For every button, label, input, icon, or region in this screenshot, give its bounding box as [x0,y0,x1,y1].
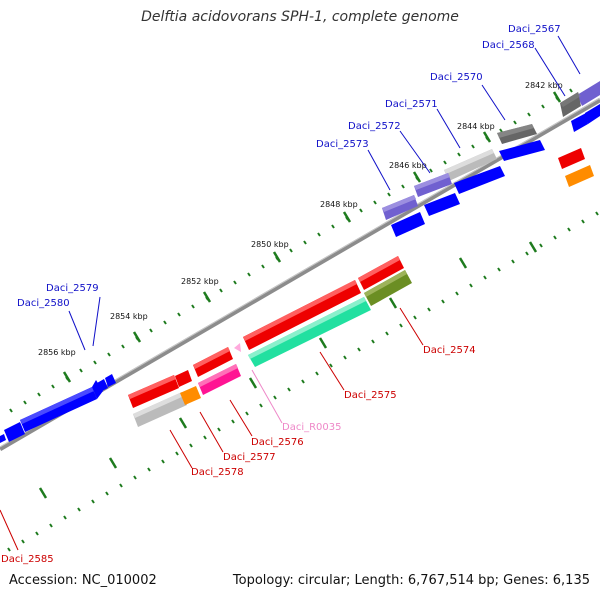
gene-label-daci-2573[interactable]: Daci_2573 [316,139,369,150]
gene-label-daci-2570[interactable]: Daci_2570 [430,72,483,83]
gene-label-daci-2572[interactable]: Daci_2572 [348,121,401,132]
tick-label-2846: 2846 kbp [389,161,427,170]
gene-label-daci-2576[interactable]: Daci_2576 [251,437,304,448]
tick-label-2854: 2854 kbp [110,312,148,321]
gene-feature-daci-2580[interactable] [105,374,116,387]
label-leaders [0,35,581,551]
gene-label-daci-2585[interactable]: Daci_2585 [1,554,54,565]
gene-label-daci-2574[interactable]: Daci_2574 [423,345,476,356]
gene-feature-red-2574a[interactable] [358,256,404,290]
gene-label-daci-2579[interactable]: Daci_2579 [46,283,99,294]
gene-label-daci-2578[interactable]: Daci_2578 [191,467,244,478]
gene-label-daci-2580[interactable]: Daci_2580 [17,298,70,309]
gene-feature-blue-2572[interactable] [424,193,460,216]
tick-label-2844: 2844 kbp [457,122,495,131]
gene-label-daci-r0035[interactable]: Daci_R0035 [282,422,342,433]
gene-feature-blue-left-small[interactable] [4,422,25,442]
gene-label-daci-2571[interactable]: Daci_2571 [385,99,438,110]
gene-feature-daci-2574[interactable] [364,270,412,306]
accession-label: Accession: NC_010002 [9,573,157,588]
gene-feature-orange-right[interactable] [565,165,594,187]
tick-label-2842: 2842 kbp [525,81,563,90]
genome-summary-label: Topology: circular; Length: 6,767,514 bp… [232,573,590,588]
gene-feature-blue-2571[interactable] [454,166,505,194]
gene-feature-daci-2578[interactable] [133,392,187,427]
gene-label-daci-2577[interactable]: Daci_2577 [223,452,276,463]
gene-feature-daci-2575[interactable] [248,297,371,367]
gene-label-daci-2575[interactable]: Daci_2575 [344,390,397,401]
gene-feature-blue-2570[interactable] [499,140,545,161]
gene-label-daci-2567[interactable]: Daci_2567 [508,24,561,35]
tick-label-2852: 2852 kbp [181,277,219,286]
gene-feature-daci-2567[interactable] [577,81,600,106]
gene-feature-daci-2579[interactable] [97,379,108,392]
gene-feature-red-2578[interactable] [128,375,179,408]
gene-feature-blue-2567b[interactable] [571,113,588,132]
lower-tick-row [7,211,599,552]
gene-feature-daci-2577[interactable] [180,386,201,405]
gene-feature-blue-2573[interactable] [391,212,425,237]
gene-feature-red-large[interactable] [243,280,361,350]
lower-major-ticks [38,241,538,499]
gene-feature-red-small[interactable] [175,370,192,387]
gene-label-daci-2568[interactable]: Daci_2568 [482,40,535,51]
gene-feature-daci-r0035[interactable] [234,343,241,352]
tick-label-2856: 2856 kbp [38,348,76,357]
map-title: Delftia acidovorans SPH-1, complete geno… [141,9,459,25]
upper-major-ticks [62,91,562,383]
tick-label-2850: 2850 kbp [251,240,289,249]
gene-feature-red-right[interactable] [558,148,585,169]
tick-label-2848: 2848 kbp [320,200,358,209]
